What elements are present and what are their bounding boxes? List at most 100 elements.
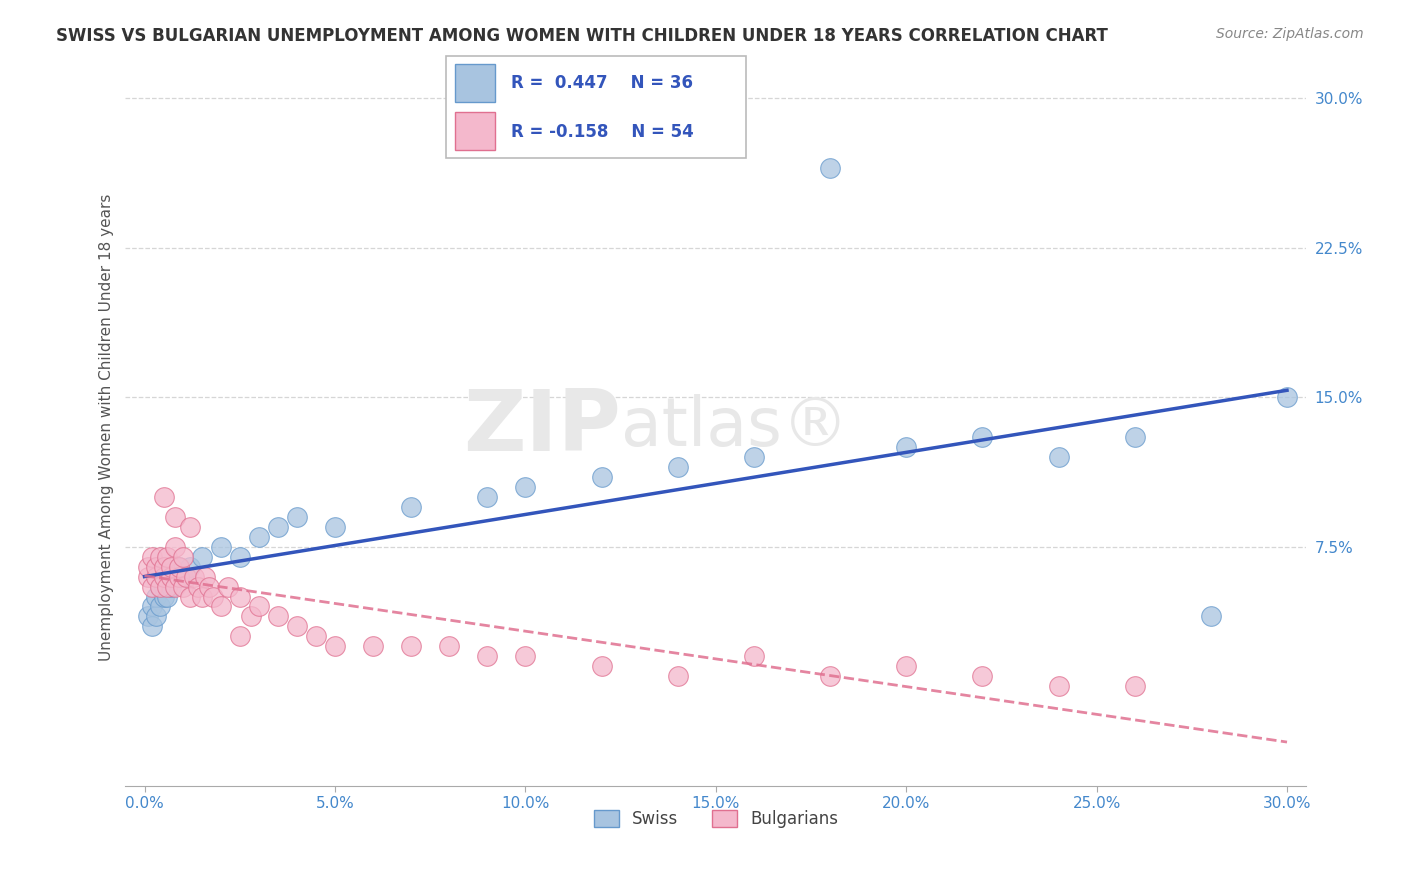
Point [145,559,167,574]
Point [742,450,765,464]
Point [141,580,163,594]
Point [818,669,841,683]
Y-axis label: Unemployment Among Women with Children Under 18 years: Unemployment Among Women with Children U… [100,194,114,661]
Point [194,569,217,583]
Point [152,590,174,604]
Point [742,649,765,664]
Point [163,580,186,594]
Point [156,569,179,583]
Point [323,640,346,654]
Point [228,590,250,604]
Point [1123,430,1146,444]
Text: SWISS VS BULGARIAN UNEMPLOYMENT AMONG WOMEN WITH CHILDREN UNDER 18 YEARS CORRELA: SWISS VS BULGARIAN UNEMPLOYMENT AMONG WO… [56,27,1108,45]
Point [399,640,422,654]
Point [209,599,232,614]
Point [152,559,174,574]
Point [477,649,499,664]
FancyBboxPatch shape [446,55,747,159]
Point [198,580,221,594]
Point [183,569,205,583]
Point [247,599,270,614]
Point [228,629,250,643]
Point [163,509,186,524]
Point [179,559,201,574]
Point [141,619,163,633]
Point [1275,390,1298,404]
Point [305,629,328,643]
Point [1199,609,1222,624]
Point [1047,450,1070,464]
Point [818,161,841,175]
Text: atlas®: atlas® [621,394,849,460]
Point [136,569,159,583]
Text: R =  0.447    N = 36: R = 0.447 N = 36 [510,75,693,93]
Point [228,549,250,564]
Point [167,569,190,583]
Point [176,569,198,583]
Point [1047,679,1070,693]
Point [399,500,422,514]
Point [156,590,179,604]
Point [515,480,537,494]
Point [209,540,232,554]
Point [202,590,225,604]
Point [285,509,308,524]
Point [149,599,172,614]
Point [217,580,239,594]
Point [136,609,159,624]
Point [972,430,994,444]
Point [477,490,499,504]
FancyBboxPatch shape [456,112,495,150]
Point [190,590,212,604]
Point [160,580,183,594]
Point [152,569,174,583]
Point [145,590,167,604]
Point [187,580,209,594]
Point [179,590,201,604]
Point [361,640,384,654]
Point [172,569,194,583]
Point [145,609,167,624]
Point [152,580,174,594]
Point [437,640,460,654]
Text: ZIP: ZIP [464,385,621,468]
Point [666,460,689,475]
Point [240,609,263,624]
Point [141,549,163,564]
Point [145,569,167,583]
Point [896,440,918,454]
Point [172,580,194,594]
Point [591,470,613,484]
Point [156,549,179,564]
Point [666,669,689,683]
Point [323,520,346,534]
Point [141,599,163,614]
Legend: Swiss, Bulgarians: Swiss, Bulgarians [586,804,845,835]
Point [896,659,918,673]
Point [515,649,537,664]
Text: Source: ZipAtlas.com: Source: ZipAtlas.com [1216,27,1364,41]
FancyBboxPatch shape [456,64,495,102]
Point [156,580,179,594]
Point [591,659,613,673]
Point [152,490,174,504]
Point [190,549,212,564]
Point [163,569,186,583]
Point [972,669,994,683]
Point [160,569,183,583]
Point [267,609,290,624]
Text: R = -0.158    N = 54: R = -0.158 N = 54 [510,123,693,141]
Point [149,549,172,564]
Point [149,580,172,594]
Point [179,520,201,534]
Point [167,559,190,574]
Point [136,559,159,574]
Point [160,559,183,574]
Point [167,559,190,574]
Point [247,530,270,544]
Point [267,520,290,534]
Point [149,580,172,594]
Point [163,540,186,554]
Point [1123,679,1146,693]
Point [172,549,194,564]
